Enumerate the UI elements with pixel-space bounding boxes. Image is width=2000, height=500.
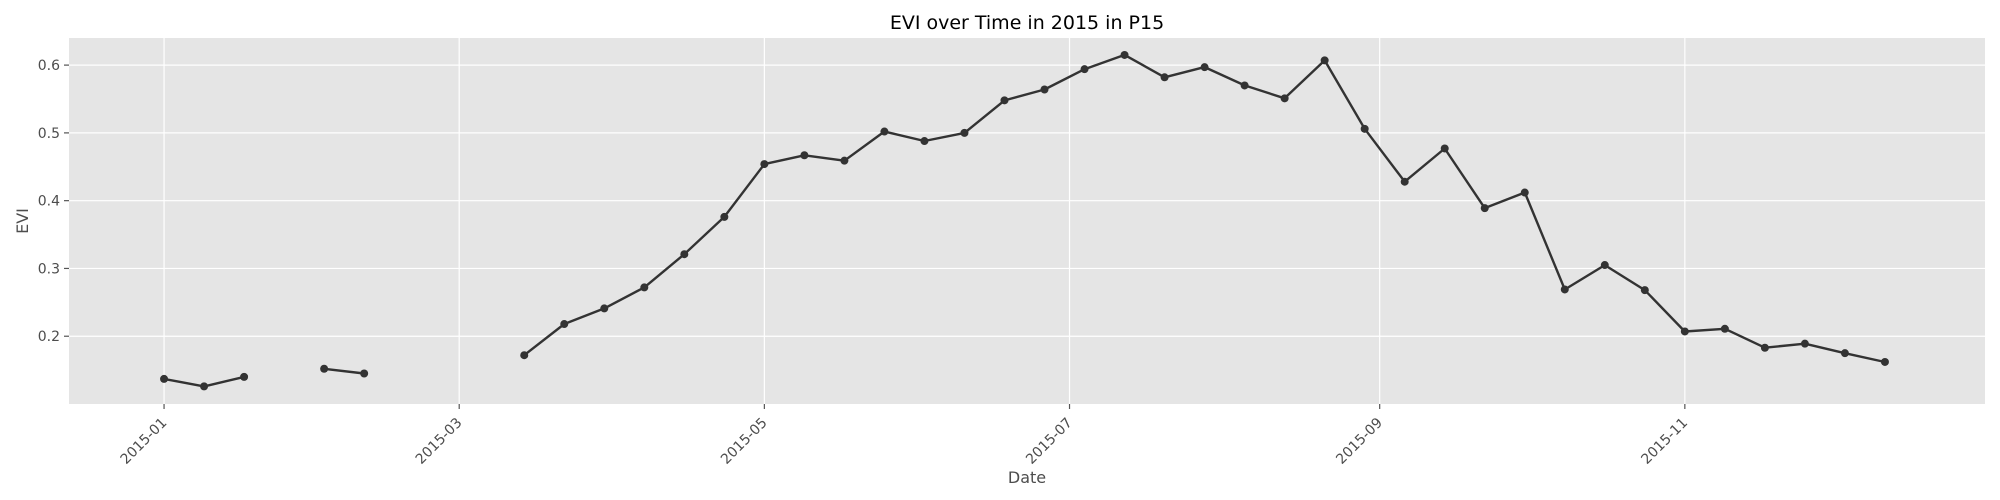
data-point [1320,56,1329,65]
x-tick-label: 2015-05 [718,415,771,468]
data-point [640,283,649,292]
x-tick-label: 2015-07 [1023,415,1076,468]
data-point [720,212,729,221]
data-point [1040,85,1049,94]
data-point [1120,50,1129,59]
data-point [1400,177,1409,186]
y-gridlines [69,64,1985,337]
data-point [240,372,249,381]
data-point [160,374,169,383]
data-point [560,320,569,329]
x-axis-label: Date [1008,468,1046,487]
data-point [600,304,609,313]
data-point [1680,327,1689,336]
data-point [520,351,529,360]
data-point [1800,339,1809,348]
y-axis-label: EVI [13,208,32,234]
data-point [840,156,849,165]
data-point [200,382,209,391]
y-tick-label: 0.4 [38,194,60,210]
data-point [1560,285,1569,294]
data-point [1520,188,1529,197]
data-point [1280,94,1289,103]
data-point [800,151,809,160]
series-line-segment [322,367,366,375]
plot-background [69,38,1985,404]
data-point [1200,63,1209,72]
series-points [160,50,1889,391]
data-point [880,127,889,136]
y-tick-label: 0.3 [38,261,60,277]
data-point [1240,81,1249,90]
x-axis-ticks: 2015-01 2015-03 2015-05 2015-07 2015-09 2015-… [118,404,1691,468]
data-point [320,364,329,373]
y-tick-label: 0.5 [38,126,60,142]
data-point [1880,357,1889,366]
data-point [1760,343,1769,352]
chart-title: EVI over Time in 2015 in P15 [890,12,1164,34]
x-tick-label: 2015-09 [1333,415,1386,468]
data-point [760,160,769,169]
data-point [960,128,969,137]
y-tick-label: 0.2 [38,329,60,345]
data-point [680,250,689,259]
data-point [1000,96,1009,105]
x-tick-label: 2015-11 [1638,415,1691,468]
x-tick-label: 2015-03 [413,415,466,468]
y-axis-ticks: 0.2 0.3 0.4 0.5 0.6 [38,58,69,345]
data-point [1840,349,1849,358]
data-point [920,137,929,146]
x-gridlines [163,38,1686,404]
data-point [1360,124,1369,133]
data-point [1640,286,1649,295]
data-point [360,369,369,378]
data-point [1440,144,1449,153]
data-point [1600,261,1609,270]
y-tick-label: 0.6 [38,58,60,74]
data-point [1160,73,1169,82]
data-point [1080,65,1089,74]
x-tick-label: 2015-01 [118,415,171,468]
data-point [1720,324,1729,333]
data-point [1480,204,1489,213]
